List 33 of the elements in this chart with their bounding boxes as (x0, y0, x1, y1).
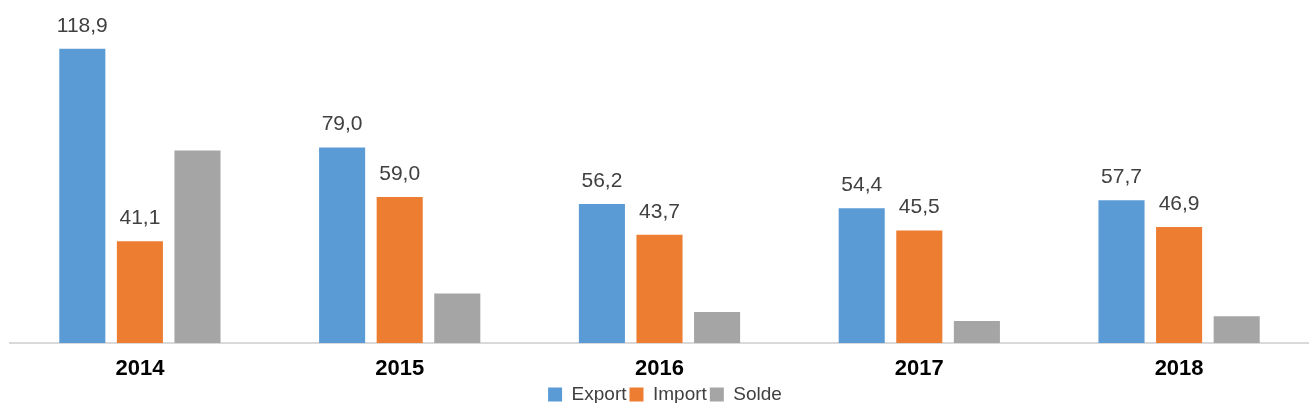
data-label: 57,7 (1101, 164, 1142, 188)
bar (319, 147, 366, 343)
legend-label: Export (571, 382, 628, 403)
bar (838, 208, 885, 343)
data-label: 46,9 (1158, 190, 1200, 214)
bar (953, 320, 1000, 343)
data-label: 45,5 (898, 194, 940, 218)
data-label: 59,0 (379, 160, 421, 184)
bar (636, 234, 683, 343)
bar (59, 48, 106, 343)
bar (174, 150, 221, 343)
bar (1098, 200, 1145, 343)
bar (578, 203, 625, 343)
x-tick-label: 2015 (375, 355, 425, 381)
data-label: 118,9 (56, 12, 108, 36)
bar (434, 293, 481, 343)
data-label: 54,4 (841, 172, 883, 196)
legend-label: Import (652, 382, 708, 403)
bar (116, 241, 163, 343)
bar (376, 196, 423, 343)
data-label: 56,2 (581, 167, 623, 191)
x-tick-label: 2018 (1154, 355, 1204, 381)
x-tick-label: 2014 (115, 355, 166, 381)
bar (896, 230, 943, 343)
data-label: 41,1 (119, 205, 161, 229)
data-label: 79,0 (321, 111, 363, 135)
bar (1156, 226, 1203, 343)
legend-label: Solde (733, 382, 782, 403)
data-label: 43,7 (639, 198, 680, 222)
x-tick-label: 2016 (635, 355, 684, 381)
x-tick-label: 2017 (894, 355, 944, 381)
bar (1213, 316, 1260, 343)
bar (694, 312, 741, 343)
